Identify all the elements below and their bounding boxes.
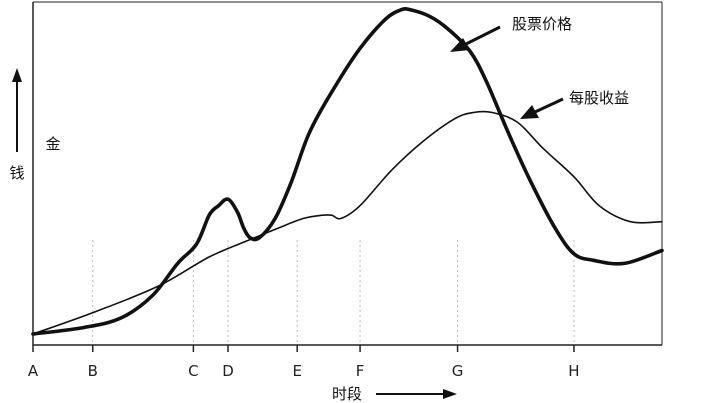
series-label-eps-arrow-shaft — [534, 97, 564, 114]
x-tick-label: F — [356, 362, 365, 380]
x-axis-arrow-head — [443, 389, 457, 399]
x-ticks: A B C D E F G H — [28, 240, 580, 380]
series-line-eps — [32, 110, 663, 335]
x-tick-label: B — [88, 362, 98, 380]
series-label-price: 股票价格 — [450, 15, 572, 52]
x-axis-title: 时段 — [332, 385, 457, 403]
x-tick-label: D — [222, 362, 234, 380]
x-tick-label: A — [28, 362, 39, 380]
x-axis-title-text: 时段 — [332, 385, 362, 403]
x-tick-label: G — [452, 362, 464, 380]
y-axis-title: 钱 金 — [9, 68, 61, 182]
series-layer — [31, 6, 664, 336]
series-line-stock-price — [31, 6, 664, 336]
axes — [32, 1, 663, 346]
y-axis-title-part-2: 金 — [45, 135, 60, 153]
x-tick-label: E — [292, 362, 301, 380]
series-label-eps-text: 每股收益 — [569, 89, 629, 107]
series-label-eps: 每股收益 — [520, 89, 629, 119]
series-label-price-arrow-shaft — [465, 25, 501, 46]
x-tick-label: H — [568, 362, 579, 380]
y-axis-title-part-1: 钱 — [9, 164, 24, 182]
series-label-price-arrow-head — [450, 38, 470, 52]
x-tick-label: C — [188, 362, 198, 380]
y-axis-arrow-head — [12, 68, 22, 82]
series-label-eps-arrow-head — [520, 105, 539, 119]
series-label-price-text: 股票价格 — [512, 15, 572, 33]
